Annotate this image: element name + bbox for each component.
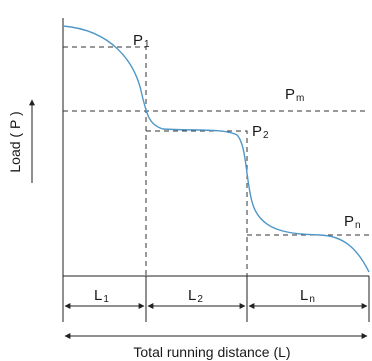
p1-label: P1 [133,32,150,50]
l1-label: L1 [94,287,109,305]
segment-ticks [145,276,370,322]
p2-label: P2 [252,123,269,141]
p2-step-dashed [146,130,248,276]
pn-label: Pn [344,213,361,231]
l2-label: L2 [188,287,203,305]
p1-step-dashed [63,46,147,276]
x-axis-label: Total running distance (L) [133,344,290,360]
load-curve [62,25,370,273]
y-axis-label: Load ( P ) [7,111,23,172]
ln-label: Ln [300,287,315,305]
segment-arrows [64,303,368,339]
pm-label: Pm [285,86,304,104]
dashed-guides [63,46,369,276]
